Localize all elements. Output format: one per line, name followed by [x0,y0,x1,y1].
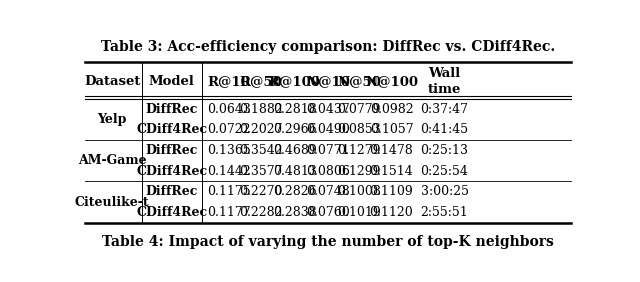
Text: 0.4813: 0.4813 [273,165,317,178]
Text: R@100: R@100 [269,75,321,88]
Text: 0.0722: 0.0722 [207,124,250,136]
Text: N@10: N@10 [306,75,350,88]
Text: 0.2838: 0.2838 [273,206,317,219]
Text: 0.2282: 0.2282 [239,206,283,219]
Text: DiffRec: DiffRec [145,144,198,157]
Text: DiffRec: DiffRec [145,103,198,116]
Text: Model: Model [149,75,195,88]
Text: 0:25:54: 0:25:54 [420,165,468,178]
Text: 0.0760: 0.0760 [306,206,350,219]
Text: N@50: N@50 [337,75,381,88]
Text: 0.1279: 0.1279 [337,144,381,157]
Text: R@50: R@50 [239,75,282,88]
Text: 0.0490: 0.0490 [306,124,350,136]
Text: 0.0771: 0.0771 [306,144,350,157]
Text: 0.0806: 0.0806 [306,165,350,178]
Text: CDiff4Rec: CDiff4Rec [136,206,207,219]
Text: 0.2818: 0.2818 [273,103,317,116]
Text: CDiff4Rec: CDiff4Rec [136,165,207,178]
Text: Wall
time: Wall time [428,67,461,96]
Text: 0.1514: 0.1514 [370,165,413,178]
Text: 0.2826: 0.2826 [273,185,317,198]
Text: 0.1057: 0.1057 [370,124,413,136]
Text: 0.3542: 0.3542 [239,144,283,157]
Text: 0.1882: 0.1882 [239,103,283,116]
Text: 2:55:51: 2:55:51 [420,206,468,219]
Text: 0.1442: 0.1442 [207,165,251,178]
Text: 0.1478: 0.1478 [370,144,413,157]
Text: R@10: R@10 [207,75,250,88]
Text: 0:37:47: 0:37:47 [420,103,468,116]
Text: 0.0643: 0.0643 [207,103,251,116]
Text: 0.0853: 0.0853 [337,124,381,136]
Text: 0.1365: 0.1365 [207,144,251,157]
Text: 3:00:25: 3:00:25 [420,185,468,198]
Text: 0.0437: 0.0437 [306,103,350,116]
Text: 0.1008: 0.1008 [337,185,381,198]
Text: AM-Game: AM-Game [78,154,147,167]
Text: 0.2270: 0.2270 [239,185,283,198]
Text: 0:41:45: 0:41:45 [420,124,468,136]
Text: DiffRec: DiffRec [145,185,198,198]
Text: 0.1175: 0.1175 [207,185,251,198]
Text: Yelp: Yelp [97,113,127,126]
Text: 0.1177: 0.1177 [207,206,251,219]
Text: 0.0748: 0.0748 [306,185,350,198]
Text: 0.3577: 0.3577 [239,165,283,178]
Text: 0.1120: 0.1120 [370,206,413,219]
Text: 0.2966: 0.2966 [273,124,317,136]
Text: 0.4689: 0.4689 [273,144,317,157]
Text: 0.1109: 0.1109 [370,185,413,198]
Text: 0.1019: 0.1019 [337,206,381,219]
Text: CDiff4Rec: CDiff4Rec [136,124,207,136]
Text: 0.0982: 0.0982 [370,103,413,116]
Text: Table 3: Acc-efficiency comparison: DiffRec vs. CDiff4Rec.: Table 3: Acc-efficiency comparison: Diff… [101,40,555,54]
Text: Table 4: Impact of varying the number of top-K neighbors: Table 4: Impact of varying the number of… [102,235,554,249]
Text: 0.0779: 0.0779 [337,103,381,116]
Text: N@100: N@100 [365,75,418,88]
Text: 0.1299: 0.1299 [337,165,381,178]
Text: Citeulike-t: Citeulike-t [75,196,150,209]
Text: 0.2027: 0.2027 [239,124,283,136]
Text: Dataset: Dataset [84,75,140,88]
Text: 0:25:13: 0:25:13 [420,144,468,157]
